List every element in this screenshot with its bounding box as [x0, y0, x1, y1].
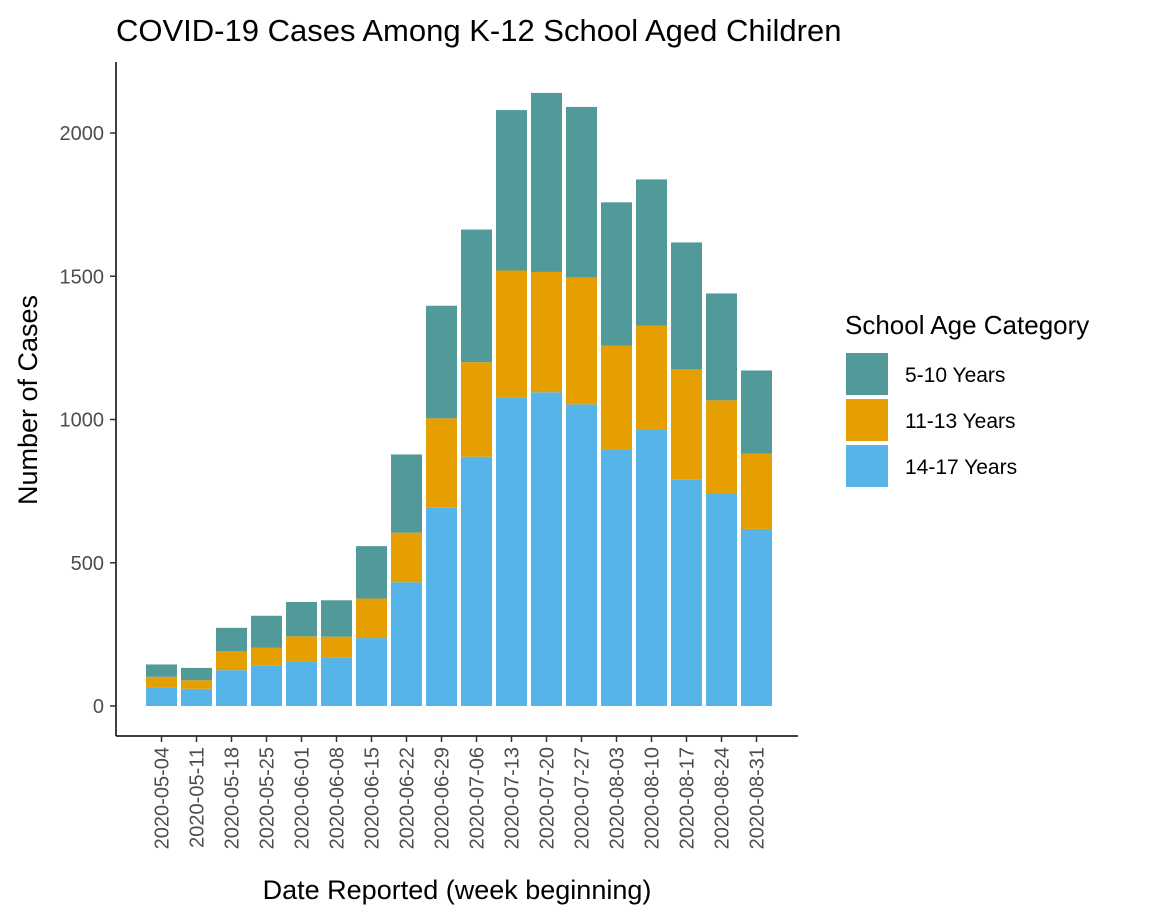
x-tick-label-2020-08-17: 2020-08-17: [677, 747, 699, 849]
x-tick-label-2020-08-24: 2020-08-24: [712, 747, 734, 849]
x-tick-label-2020-05-18: 2020-05-18: [222, 747, 244, 849]
bar-14-17-years-2020-08-10: [636, 429, 667, 706]
bar-5-10-years-2020-08-03: [601, 202, 632, 346]
legend-swatch-14-17-years: [846, 445, 888, 487]
legend-label-5-10-years: 5-10 Years: [905, 364, 1005, 387]
bar-11-13-years-2020-08-17: [671, 369, 702, 480]
x-tick-label-2020-05-04: 2020-05-04: [152, 747, 174, 849]
y-tick-label-1500: 1500: [60, 266, 105, 288]
bar-5-10-years-2020-06-22: [391, 454, 422, 533]
bar-14-17-years-2020-08-24: [706, 493, 737, 706]
axes-layer: 0 500 1000 1500 2000 2020-05-04 2020-05-11 2020…: [60, 62, 798, 849]
bar-5-10-years-2020-06-01: [286, 602, 317, 637]
x-tick-label-2020-06-15: 2020-06-15: [362, 747, 384, 849]
bar-14-17-years-2020-05-04: [146, 687, 177, 706]
legend-swatch-11-13-years: [846, 399, 888, 441]
y-tick-label-0: 0: [93, 696, 104, 718]
bar-5-10-years-2020-05-11: [181, 667, 212, 681]
bar-5-10-years-2020-07-27: [566, 106, 597, 278]
x-axis-title: Date Reported (week beginning): [263, 875, 652, 905]
x-tick-label-2020-08-03: 2020-08-03: [607, 747, 629, 849]
bar-11-13-years-2020-07-13: [496, 270, 527, 398]
bar-11-13-years-2020-07-06: [461, 362, 492, 457]
chart-title: COVID-19 Cases Among K-12 School Aged Ch…: [116, 13, 841, 48]
legend: School Age Category 5-10 Years 11-13 Year…: [845, 310, 1089, 487]
y-tick-label-1000: 1000: [60, 410, 105, 432]
bar-11-13-years-2020-05-18: [216, 650, 247, 671]
bar-11-13-years-2020-06-22: [391, 532, 422, 583]
bar-5-10-years-2020-08-31: [741, 370, 772, 454]
legend-title: School Age Category: [845, 310, 1089, 340]
bar-11-13-years-2020-06-01: [286, 636, 317, 662]
bar-11-13-years-2020-05-04: [146, 676, 177, 688]
y-tick-label-500: 500: [71, 553, 104, 575]
bar-5-10-years-2020-05-18: [216, 627, 247, 651]
x-tick-label-2020-06-29: 2020-06-29: [432, 747, 454, 849]
bar-11-13-years-2020-05-25: [251, 647, 282, 666]
bar-14-17-years-2020-08-17: [671, 479, 702, 706]
bar-11-13-years-2020-08-10: [636, 325, 667, 430]
bar-5-10-years-2020-05-25: [251, 615, 282, 648]
x-tick-label-2020-06-22: 2020-06-22: [397, 747, 419, 849]
x-tick-label-2020-08-10: 2020-08-10: [642, 747, 664, 849]
bar-11-13-years-2020-08-24: [706, 400, 737, 494]
x-tick-label-2020-07-13: 2020-07-13: [502, 747, 524, 849]
y-tick-label-2000: 2000: [60, 123, 105, 145]
x-tick-label-2020-06-08: 2020-06-08: [327, 747, 349, 849]
legend-items: 5-10 Years 11-13 Years 14-17 Years: [846, 353, 1017, 487]
bar-14-17-years-2020-06-01: [286, 661, 317, 706]
bar-14-17-years-2020-08-31: [741, 528, 772, 706]
x-tick-label-2020-08-31: 2020-08-31: [747, 747, 769, 849]
bar-5-10-years-2020-08-10: [636, 179, 667, 326]
bar-5-10-years-2020-06-08: [321, 600, 352, 637]
bar-5-10-years-2020-05-04: [146, 664, 177, 677]
bar-11-13-years-2020-06-08: [321, 636, 352, 658]
legend-label-11-13-years: 11-13 Years: [905, 410, 1016, 433]
legend-swatch-5-10-years: [846, 353, 888, 395]
bar-14-17-years-2020-07-27: [566, 404, 597, 706]
bars-layer: [146, 92, 772, 706]
bar-11-13-years-2020-08-31: [741, 453, 772, 529]
bar-11-13-years-2020-06-15: [356, 598, 387, 639]
bar-14-17-years-2020-05-18: [216, 670, 247, 706]
bar-14-17-years-2020-07-20: [531, 392, 562, 706]
x-tick-label-2020-07-27: 2020-07-27: [572, 747, 594, 849]
bar-14-17-years-2020-06-29: [426, 507, 457, 706]
x-tick-label-2020-06-01: 2020-06-01: [292, 747, 314, 849]
bar-5-10-years-2020-07-13: [496, 110, 527, 271]
bar-14-17-years-2020-07-13: [496, 397, 527, 706]
bar-5-10-years-2020-08-17: [671, 242, 702, 370]
bar-11-13-years-2020-08-03: [601, 345, 632, 450]
bar-11-13-years-2020-07-20: [531, 271, 562, 393]
bar-14-17-years-2020-06-08: [321, 657, 352, 706]
bar-11-13-years-2020-06-29: [426, 418, 457, 508]
legend-label-14-17-years: 14-17 Years: [905, 456, 1017, 479]
bar-14-17-years-2020-05-25: [251, 665, 282, 706]
bar-5-10-years-2020-06-15: [356, 546, 387, 599]
bar-5-10-years-2020-07-20: [531, 92, 562, 272]
bar-11-13-years-2020-05-11: [181, 680, 212, 689]
bar-5-10-years-2020-08-24: [706, 293, 737, 401]
bar-14-17-years-2020-08-03: [601, 449, 632, 706]
x-tick-label-2020-07-06: 2020-07-06: [467, 747, 489, 849]
bar-5-10-years-2020-07-06: [461, 229, 492, 363]
x-tick-label-2020-07-20: 2020-07-20: [537, 747, 559, 849]
bar-14-17-years-2020-05-11: [181, 688, 212, 706]
x-tick-label-2020-05-11: 2020-05-11: [187, 747, 209, 848]
bar-14-17-years-2020-07-06: [461, 456, 492, 706]
bar-14-17-years-2020-06-22: [391, 582, 422, 706]
bar-14-17-years-2020-06-15: [356, 638, 387, 706]
x-tick-label-2020-05-25: 2020-05-25: [257, 747, 279, 849]
bar-11-13-years-2020-07-27: [566, 277, 597, 405]
bar-5-10-years-2020-06-29: [426, 305, 457, 419]
y-axis-title: Number of Cases: [13, 295, 43, 505]
